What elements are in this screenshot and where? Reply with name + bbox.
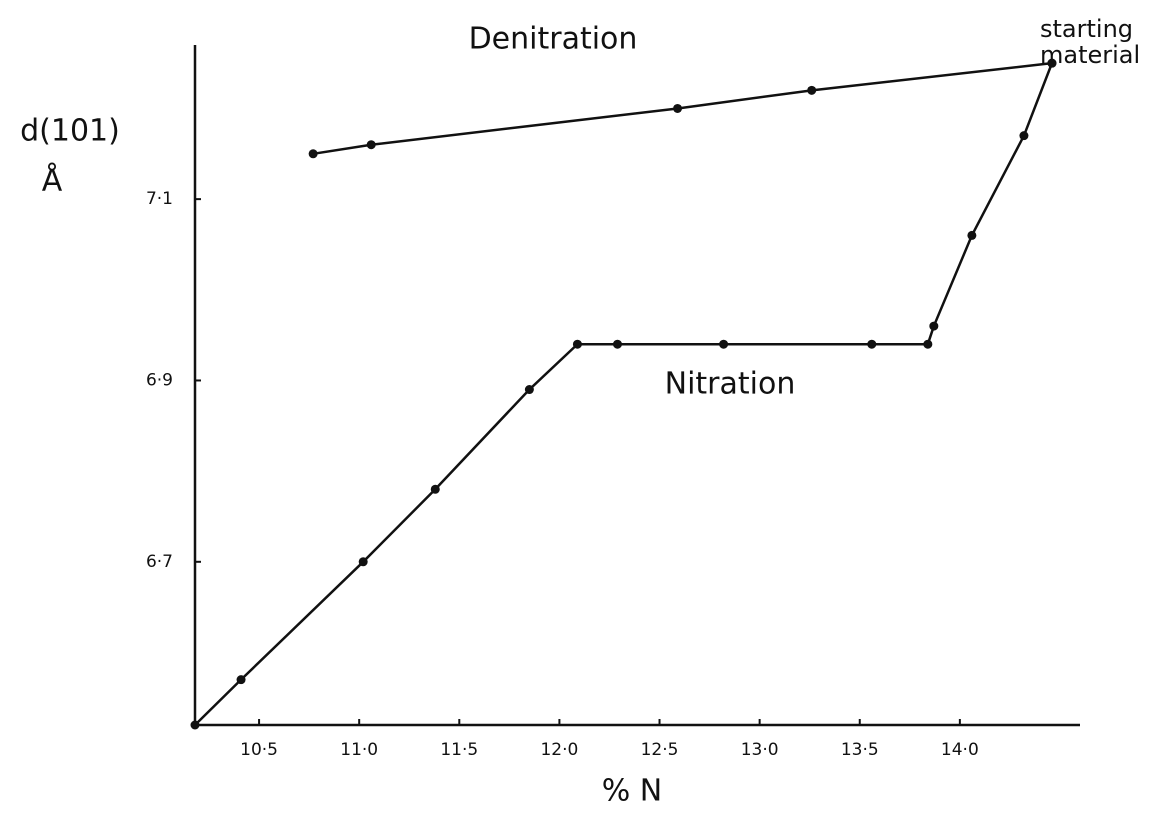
data-point bbox=[236, 675, 246, 685]
annotation: Denitration bbox=[469, 22, 638, 57]
data-point bbox=[923, 339, 933, 349]
data-point bbox=[358, 557, 368, 567]
y-tick-label: 6·9 bbox=[146, 370, 173, 390]
y-axis-label: d(101) bbox=[20, 114, 120, 149]
data-point bbox=[807, 85, 817, 95]
annotation: Nitration bbox=[665, 367, 796, 402]
data-point bbox=[867, 339, 877, 349]
data-point bbox=[190, 720, 200, 730]
data-point bbox=[366, 140, 376, 150]
data-line bbox=[312, 61, 1053, 156]
data-point bbox=[967, 230, 977, 240]
x-tick-label: 11·0 bbox=[340, 740, 378, 760]
y-axis-unit: Å bbox=[42, 163, 63, 199]
data-point bbox=[572, 339, 582, 349]
data-point bbox=[1019, 131, 1029, 141]
data-point bbox=[430, 484, 440, 494]
y-tick-label: 6·7 bbox=[146, 552, 173, 572]
x-tick-label: 13·5 bbox=[841, 740, 879, 760]
annotation: starting bbox=[1040, 15, 1133, 43]
data-point bbox=[929, 321, 939, 331]
data-point bbox=[719, 339, 729, 349]
x-tick-label: 10·5 bbox=[240, 740, 278, 760]
data-point bbox=[524, 385, 534, 395]
x-tick-label: 12·0 bbox=[540, 740, 578, 760]
data-point bbox=[673, 103, 683, 113]
x-tick-label: 14·0 bbox=[941, 740, 979, 760]
x-tick-label: 12·5 bbox=[641, 740, 679, 760]
data-point bbox=[308, 149, 318, 159]
data-point bbox=[1047, 58, 1057, 68]
data-line bbox=[194, 62, 1054, 726]
annotation: material bbox=[1040, 41, 1140, 69]
x-axis-label: % N bbox=[602, 774, 662, 809]
y-tick-label: 7·1 bbox=[146, 189, 173, 209]
data-point bbox=[612, 339, 622, 349]
x-tick-label: 11·5 bbox=[440, 740, 478, 760]
x-tick-label: 13·0 bbox=[741, 740, 779, 760]
